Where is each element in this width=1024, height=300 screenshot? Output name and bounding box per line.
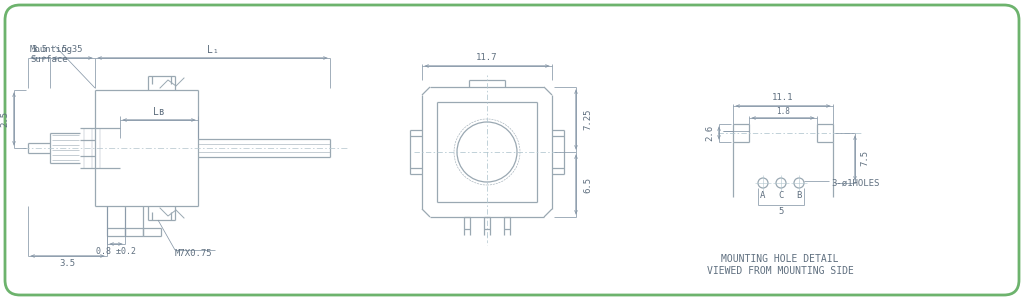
Text: 1.8: 1.8 — [776, 106, 790, 116]
Text: 3.5: 3.5 — [31, 46, 47, 55]
Text: 0.8 ±0.2: 0.8 ±0.2 — [96, 248, 136, 256]
Text: M7X0.75: M7X0.75 — [175, 250, 213, 259]
Text: C: C — [778, 190, 783, 200]
Text: Lʙ: Lʙ — [154, 107, 165, 117]
Text: 7.25: 7.25 — [584, 109, 593, 130]
Text: 3-ø1HOLES: 3-ø1HOLES — [831, 178, 880, 188]
Text: 6.5: 6.5 — [584, 176, 593, 193]
Text: 11.7: 11.7 — [476, 53, 498, 62]
Text: MOUNTING HOLE DETAIL
VIEWED FROM MOUNTING SIDE: MOUNTING HOLE DETAIL VIEWED FROM MOUNTIN… — [707, 254, 853, 276]
Text: Mounting
Surface: Mounting Surface — [30, 45, 73, 64]
Text: L₁: L₁ — [207, 45, 218, 55]
Text: 7.5: 7.5 — [860, 150, 869, 166]
Text: 3.5: 3.5 — [59, 260, 76, 268]
Text: B: B — [797, 190, 802, 200]
Text: 11.1: 11.1 — [772, 94, 794, 103]
Text: A: A — [760, 190, 766, 200]
Text: 5.35: 5.35 — [61, 46, 83, 55]
Text: 2.5: 2.5 — [0, 111, 9, 127]
FancyBboxPatch shape — [5, 5, 1019, 295]
Text: 2.6: 2.6 — [706, 125, 715, 141]
Text: 5: 5 — [778, 208, 783, 217]
